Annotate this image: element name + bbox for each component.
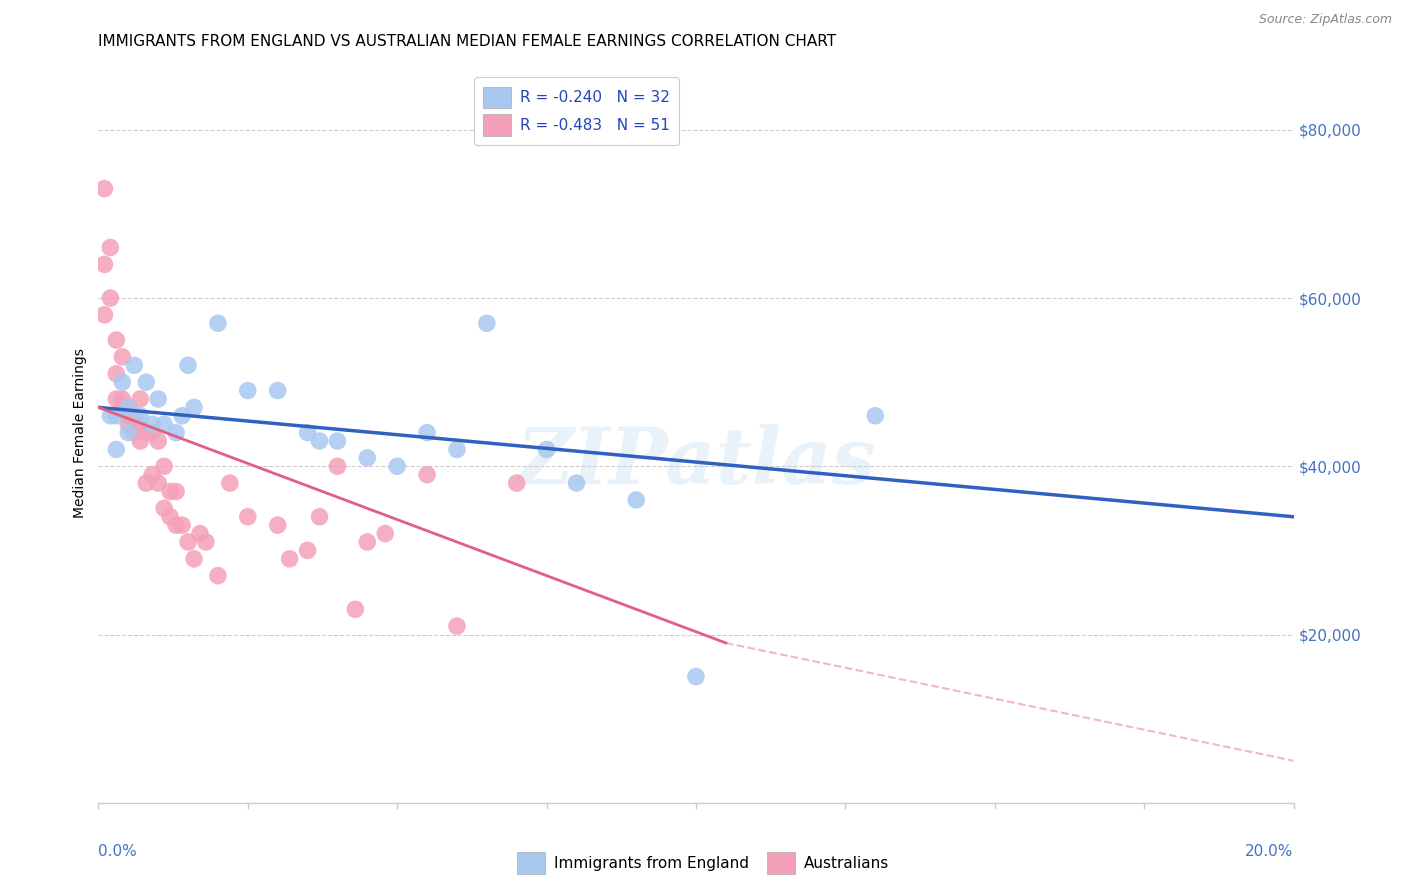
Point [177, 359, 200, 373]
Point [278, 551, 301, 566]
Point [153, 501, 176, 516]
Point [117, 401, 139, 415]
Point [446, 442, 468, 457]
Point [141, 425, 163, 440]
Point [183, 401, 205, 415]
Point [124, 425, 146, 440]
Point [195, 535, 218, 549]
Point [117, 401, 139, 415]
Point [124, 359, 146, 373]
Point [105, 333, 128, 347]
Point [177, 535, 200, 549]
Text: IMMIGRANTS FROM ENGLAND VS AUSTRALIAN MEDIAN FEMALE EARNINGS CORRELATION CHART: IMMIGRANTS FROM ENGLAND VS AUSTRALIAN ME… [98, 34, 837, 49]
Point [105, 392, 128, 406]
Legend: Immigrants from England, Australians: Immigrants from England, Australians [510, 846, 896, 880]
Point [374, 526, 396, 541]
Point [105, 442, 128, 457]
Point [172, 409, 194, 423]
Point [129, 417, 152, 432]
Point [219, 476, 242, 491]
Point [124, 409, 146, 423]
Point [267, 518, 290, 533]
Point [165, 484, 187, 499]
Point [308, 509, 330, 524]
Point [111, 375, 134, 389]
Point [207, 316, 229, 330]
Point [98, 291, 122, 305]
Point [297, 425, 319, 440]
Point [506, 476, 529, 491]
Point [297, 543, 319, 558]
Point [159, 509, 181, 524]
Point [105, 367, 128, 381]
Point [865, 409, 887, 423]
Point [385, 459, 409, 474]
Point [117, 417, 139, 432]
Text: Source: ZipAtlas.com: Source: ZipAtlas.com [1258, 13, 1392, 27]
Point [148, 476, 170, 491]
Point [207, 568, 229, 582]
Text: 0.0%: 0.0% [98, 844, 138, 858]
Point [153, 459, 176, 474]
Text: 20.0%: 20.0% [1246, 844, 1294, 858]
Point [135, 476, 157, 491]
Point [135, 425, 157, 440]
Point [105, 409, 128, 423]
Point [148, 434, 170, 448]
Point [148, 392, 170, 406]
Point [129, 409, 152, 423]
Point [165, 425, 187, 440]
Point [172, 518, 194, 533]
Point [93, 181, 115, 195]
Point [98, 409, 122, 423]
Point [356, 450, 378, 465]
Point [117, 425, 139, 440]
Point [236, 384, 259, 398]
Point [141, 467, 163, 482]
Point [188, 526, 211, 541]
Point [153, 417, 176, 432]
Point [267, 384, 290, 398]
Point [356, 535, 378, 549]
Legend: R = -0.240   N = 32, R = -0.483   N = 51: R = -0.240 N = 32, R = -0.483 N = 51 [474, 78, 679, 145]
Point [129, 434, 152, 448]
Point [135, 375, 157, 389]
Point [129, 392, 152, 406]
Point [626, 492, 648, 507]
Point [446, 619, 468, 633]
Text: ZIPatlas: ZIPatlas [516, 424, 876, 500]
Point [93, 308, 115, 322]
Point [685, 670, 707, 684]
Point [326, 459, 349, 474]
Point [475, 316, 498, 330]
Point [344, 602, 367, 616]
Point [308, 434, 330, 448]
Point [565, 476, 588, 491]
Point [536, 442, 558, 457]
Point [416, 467, 439, 482]
Point [124, 409, 146, 423]
Point [111, 392, 134, 406]
Point [98, 240, 122, 255]
Point [111, 401, 134, 415]
Point [236, 509, 259, 524]
Point [159, 484, 181, 499]
Point [117, 409, 139, 423]
Point [141, 417, 163, 432]
Point [326, 434, 349, 448]
Point [93, 257, 115, 271]
Y-axis label: Median Female Earnings: Median Female Earnings [73, 348, 87, 517]
Point [183, 551, 205, 566]
Point [416, 425, 439, 440]
Point [111, 350, 134, 364]
Point [165, 518, 187, 533]
